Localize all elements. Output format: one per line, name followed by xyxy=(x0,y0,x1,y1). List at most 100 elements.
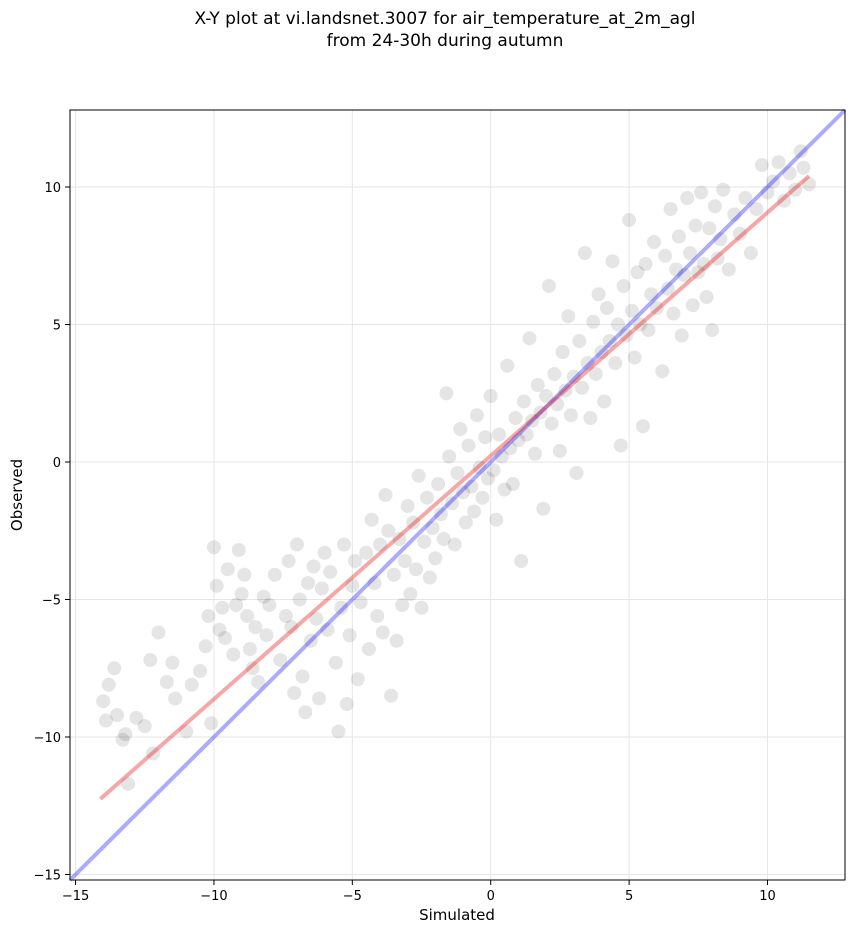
y-tick-label: −5 xyxy=(42,594,61,609)
y-tick-label: 5 xyxy=(53,319,61,334)
data-point xyxy=(444,496,459,511)
data-point xyxy=(328,655,343,670)
x-tick-label: 5 xyxy=(625,889,633,904)
data-point xyxy=(586,314,601,329)
data-point xyxy=(480,471,495,486)
data-point xyxy=(267,567,282,582)
data-point xyxy=(478,430,493,445)
data-point xyxy=(771,155,786,170)
data-point xyxy=(575,380,590,395)
data-point xyxy=(422,570,437,585)
data-point xyxy=(754,158,769,172)
data-point xyxy=(370,609,385,623)
data-point xyxy=(663,202,678,216)
data-point xyxy=(666,306,681,321)
data-point xyxy=(691,265,706,280)
data-point xyxy=(198,639,213,654)
data-point xyxy=(633,317,648,332)
data-point xyxy=(577,246,592,260)
y-axis-label: Observed xyxy=(8,459,26,531)
data-point xyxy=(597,394,612,409)
identity-line xyxy=(68,108,847,882)
data-point xyxy=(611,317,626,332)
data-point xyxy=(386,567,401,582)
y-tick-label: −15 xyxy=(34,869,61,884)
data-point xyxy=(218,631,232,645)
data-point xyxy=(439,386,454,401)
data-point xyxy=(599,301,614,315)
data-point xyxy=(289,537,304,552)
data-point xyxy=(536,501,551,516)
data-point xyxy=(431,477,446,491)
data-point xyxy=(179,724,194,739)
data-point xyxy=(563,408,578,423)
data-point xyxy=(193,664,208,678)
data-point xyxy=(713,232,728,247)
data-point xyxy=(583,411,598,425)
data-point xyxy=(337,537,352,552)
data-point xyxy=(168,691,183,706)
data-point xyxy=(685,298,700,313)
data-point xyxy=(248,620,263,634)
data-point xyxy=(472,460,487,475)
data-point xyxy=(500,358,515,373)
data-point xyxy=(342,628,357,643)
data-point xyxy=(494,449,509,464)
data-point xyxy=(453,422,468,436)
data-point xyxy=(442,449,457,464)
data-point xyxy=(608,356,623,370)
data-point xyxy=(677,268,692,282)
data-point xyxy=(287,686,302,700)
data-point xyxy=(121,776,136,791)
data-point xyxy=(616,279,631,293)
data-point xyxy=(317,545,332,560)
data-point xyxy=(572,334,587,348)
data-point xyxy=(129,710,144,725)
data-point xyxy=(334,600,349,615)
data-point xyxy=(395,598,410,612)
data-point xyxy=(348,554,363,568)
data-point xyxy=(544,416,559,431)
plot-frame xyxy=(69,109,846,881)
data-point xyxy=(339,697,354,711)
data-point xyxy=(793,144,808,159)
data-point xyxy=(281,554,296,568)
data-point xyxy=(384,688,399,703)
data-point xyxy=(727,207,742,222)
data-point xyxy=(314,581,329,596)
data-point xyxy=(411,468,426,483)
data-point xyxy=(514,554,529,568)
data-point xyxy=(298,705,313,720)
data-point xyxy=(497,482,512,497)
data-point xyxy=(777,193,792,208)
data-point xyxy=(234,587,249,601)
data-point xyxy=(392,532,407,546)
data-point xyxy=(671,229,686,244)
data-point xyxy=(766,174,781,189)
data-point xyxy=(159,675,174,689)
data-point xyxy=(461,438,476,453)
data-point xyxy=(660,281,675,296)
data-point xyxy=(320,622,335,637)
data-point xyxy=(220,562,235,577)
data-point xyxy=(284,620,299,634)
data-point xyxy=(206,540,221,555)
data-point xyxy=(420,490,435,505)
data-point xyxy=(511,433,526,447)
data-point xyxy=(450,466,465,480)
data-point xyxy=(350,672,365,687)
y-tick-label: 10 xyxy=(44,181,61,196)
data-point xyxy=(361,642,376,656)
data-point xyxy=(647,235,662,249)
data-point xyxy=(594,345,609,359)
x-axis-label: Simulated xyxy=(419,906,495,924)
data-point xyxy=(428,551,443,566)
data-point xyxy=(400,499,415,513)
data-point xyxy=(467,504,482,519)
data-point xyxy=(242,642,257,656)
data-point xyxy=(541,279,556,293)
data-point xyxy=(528,446,542,461)
data-point xyxy=(107,661,122,676)
data-point xyxy=(101,677,116,692)
